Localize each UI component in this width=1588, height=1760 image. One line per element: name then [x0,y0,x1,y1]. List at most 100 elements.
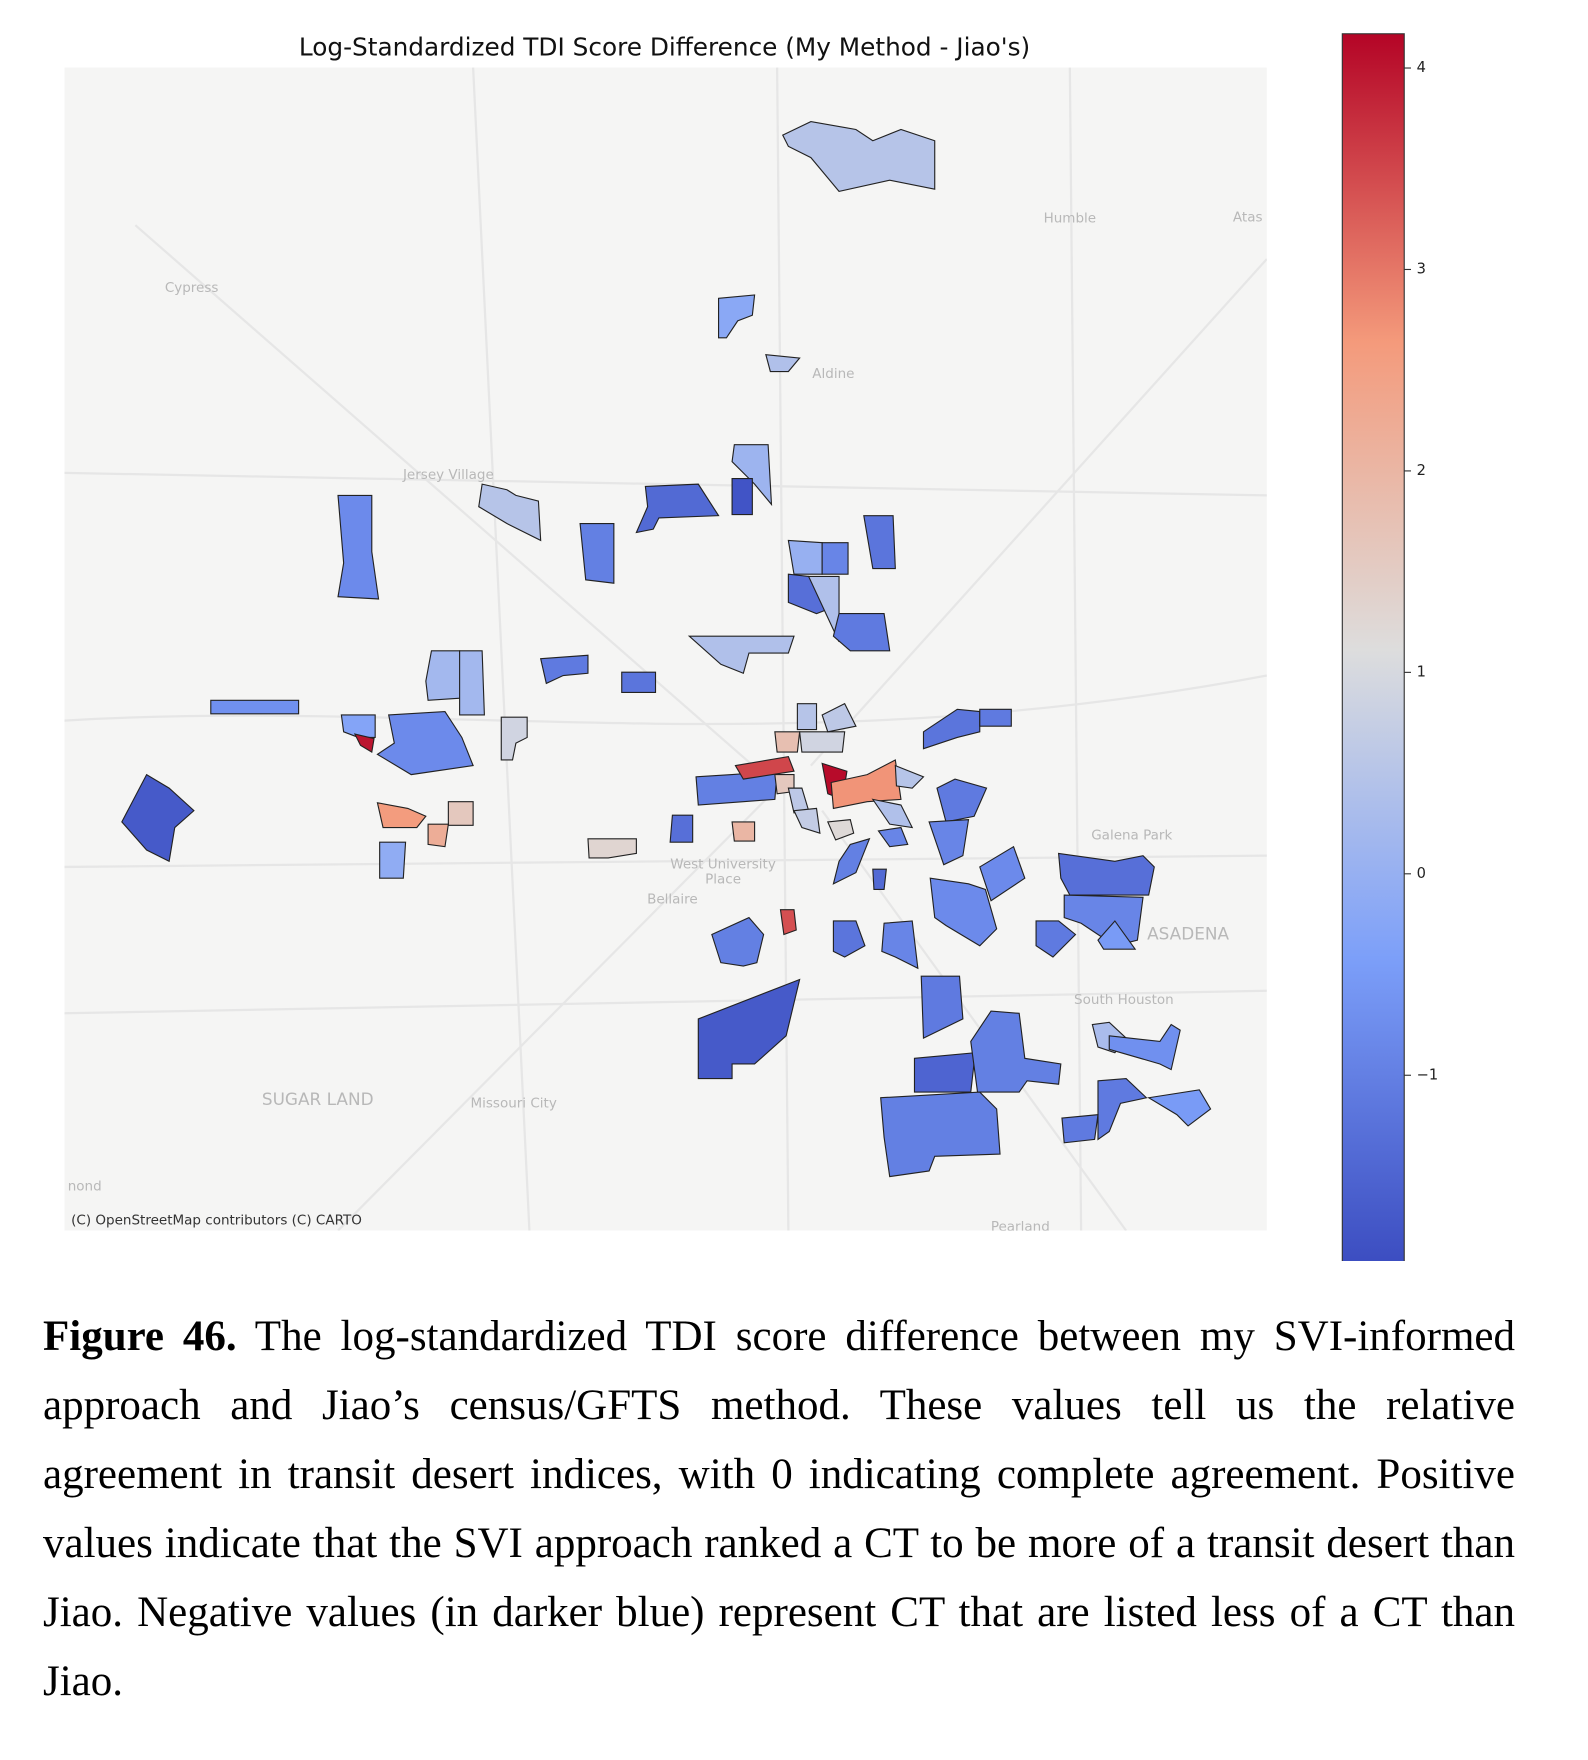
census-tract [1061,1114,1099,1144]
census-tract [765,354,801,373]
place-label: ASADENA [1147,923,1229,943]
figure: Log-Standardized TDI Score Difference (M… [64,32,1438,1261]
census-tract [781,121,936,193]
map-background [64,67,1267,1231]
census-tract [353,733,375,754]
census-tract [821,702,857,733]
basemap: Humble Atas Cypress Aldine Jersey Village Wes… [64,67,1267,1235]
place-label: Pearland [991,1219,1050,1235]
census-tract [635,483,720,534]
colorbar-tick-label: 1 [1417,663,1426,680]
census-tract [920,975,964,1039]
census-tract [478,483,542,542]
census-tract [871,798,914,829]
census-tract [979,845,1026,902]
census-tract [832,613,891,652]
place-labels: Humble Atas Cypress Aldine Jersey Village Wes… [68,209,1263,1235]
census-tract [1097,920,1137,950]
place-label: South Houston [1074,992,1174,1008]
census-tract [881,920,919,970]
colorbar-ticks: −1 0 1 2 3 4 [1404,59,1438,1083]
caption: Figure 46. The log-standardized TDI scor… [43,1302,1515,1716]
census-tract [425,650,463,701]
place-label: Humble [1044,210,1096,226]
colorbar-tick-label: −1 [1417,1066,1439,1083]
census-tract [687,635,795,675]
colorbar [1341,33,1405,1261]
colorbar-tick-label: 2 [1417,462,1426,479]
census-tract [500,716,528,761]
census-tract [922,708,981,750]
census-tract [807,575,840,642]
census-tract [928,819,970,866]
census-tract [979,708,1012,727]
census-tract [447,801,474,826]
census-tract [779,909,797,936]
place-label: Atas [1233,209,1263,225]
census-tract [734,755,795,780]
census-tract [1057,852,1155,896]
census-tract [880,1091,1001,1178]
census-tract [863,515,896,570]
place-label: Bellaire [647,892,698,908]
census-tract [718,294,756,339]
census-tract [799,731,846,753]
census-tract [787,539,823,575]
place-label: Place [705,871,741,887]
census-tract [711,916,765,967]
census-tract [579,522,615,584]
place-label: Jersey Village [402,467,494,483]
chart-title: Log-Standardized TDI Score Difference (M… [299,32,1030,61]
roads [64,67,1267,1231]
census-tract [587,838,637,859]
census-tract [459,650,485,716]
census-tract [832,920,866,958]
census-tract [913,1052,976,1093]
census-tract [731,477,753,516]
census-tract [121,773,195,863]
census-tract [826,819,855,841]
census-tract [539,654,589,685]
census-tract [731,444,773,507]
place-label: nond [68,1179,102,1195]
attribution: (C) OpenStreetMap contributors (C) CARTO [71,1212,362,1228]
place-label: SUGAR LAND [262,1089,374,1109]
census-tract [695,770,778,806]
census-tract [1035,920,1077,958]
census-tract [731,821,756,842]
census-tract [697,978,801,1080]
census-tract [1108,1023,1181,1071]
place-label: Missouri City [470,1095,556,1111]
census-tract [337,494,380,600]
place-label: West University [670,857,776,873]
census-tract [936,778,988,823]
place-label: Cypress [165,280,219,296]
place-label: Galena Park [1091,827,1172,843]
tracts [121,121,1212,1178]
census-tract [929,877,998,947]
census-tract [832,837,871,885]
census-tract [427,823,450,848]
census-tract [830,759,902,810]
colorbar-tick-label: 0 [1417,865,1426,882]
census-tract [1147,1089,1212,1127]
colorbar-tick-label: 3 [1417,260,1426,277]
census-tract [669,814,694,843]
colorbar-tick-label: 4 [1417,59,1426,76]
census-tract [379,841,407,879]
census-tract [376,710,474,776]
census-tract [210,699,300,715]
census-tract [787,573,833,615]
census-tract [1097,1078,1148,1141]
census-tract [970,1010,1062,1093]
caption-text: The log-standardized TDI score differenc… [43,1313,1515,1705]
census-tract [793,807,821,834]
census-tract [821,542,849,575]
census-tract [376,802,427,829]
census-tract [894,764,925,789]
place-label: Aldine [812,366,854,382]
census-tract [621,671,657,693]
census-tract [796,703,818,731]
census-tract [774,731,801,753]
